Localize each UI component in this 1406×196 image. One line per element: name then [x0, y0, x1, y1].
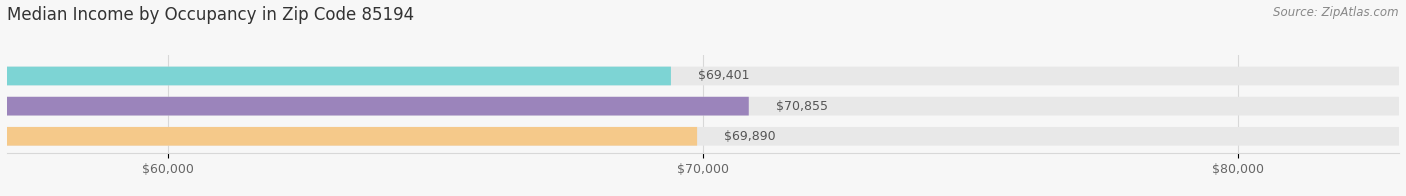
FancyBboxPatch shape [0, 97, 1399, 115]
Text: $70,855: $70,855 [776, 100, 828, 113]
Text: Source: ZipAtlas.com: Source: ZipAtlas.com [1274, 6, 1399, 19]
Text: $69,890: $69,890 [724, 130, 776, 143]
FancyBboxPatch shape [0, 127, 697, 146]
Text: Median Income by Occupancy in Zip Code 85194: Median Income by Occupancy in Zip Code 8… [7, 6, 415, 24]
Text: $69,401: $69,401 [697, 70, 749, 83]
FancyBboxPatch shape [0, 97, 749, 115]
FancyBboxPatch shape [0, 67, 1399, 85]
FancyBboxPatch shape [0, 127, 1399, 146]
FancyBboxPatch shape [0, 67, 671, 85]
